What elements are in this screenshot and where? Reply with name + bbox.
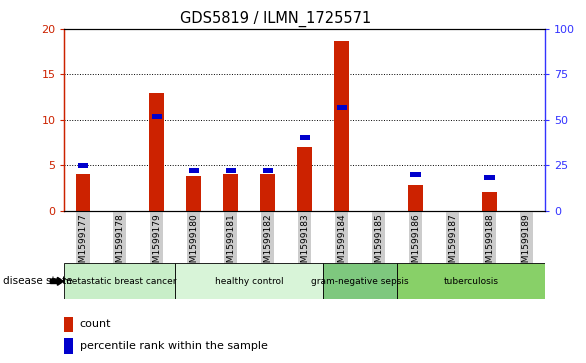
Bar (408, 185, 423, 211)
Bar (482, 192, 497, 211)
Bar (223, 174, 238, 211)
Bar (76, 174, 90, 211)
Text: metastatic breast cancer: metastatic breast cancer (63, 277, 176, 286)
Bar (64, 263, 175, 299)
Bar (323, 263, 397, 299)
Bar (152, 114, 162, 119)
Bar (149, 93, 164, 211)
Text: gram-negative sepsis: gram-negative sepsis (311, 277, 409, 286)
Bar (78, 163, 88, 168)
Bar (263, 168, 273, 173)
Bar (410, 172, 421, 177)
Bar (336, 105, 347, 110)
Bar (175, 263, 323, 299)
Bar (297, 147, 312, 211)
Bar (397, 263, 545, 299)
Text: percentile rank within the sample: percentile rank within the sample (80, 341, 268, 351)
Text: disease state: disease state (3, 276, 73, 286)
Text: tuberculosis: tuberculosis (444, 277, 499, 286)
Bar (260, 174, 275, 211)
Bar (64, 338, 73, 354)
Bar (334, 41, 349, 211)
Text: count: count (80, 319, 111, 329)
Bar (189, 168, 199, 173)
Bar (226, 168, 236, 173)
Bar (64, 317, 73, 332)
Text: healthy control: healthy control (215, 277, 284, 286)
Text: GDS5819 / ILMN_1725571: GDS5819 / ILMN_1725571 (180, 11, 371, 27)
Bar (485, 175, 495, 180)
Bar (299, 135, 310, 140)
Bar (186, 176, 201, 211)
